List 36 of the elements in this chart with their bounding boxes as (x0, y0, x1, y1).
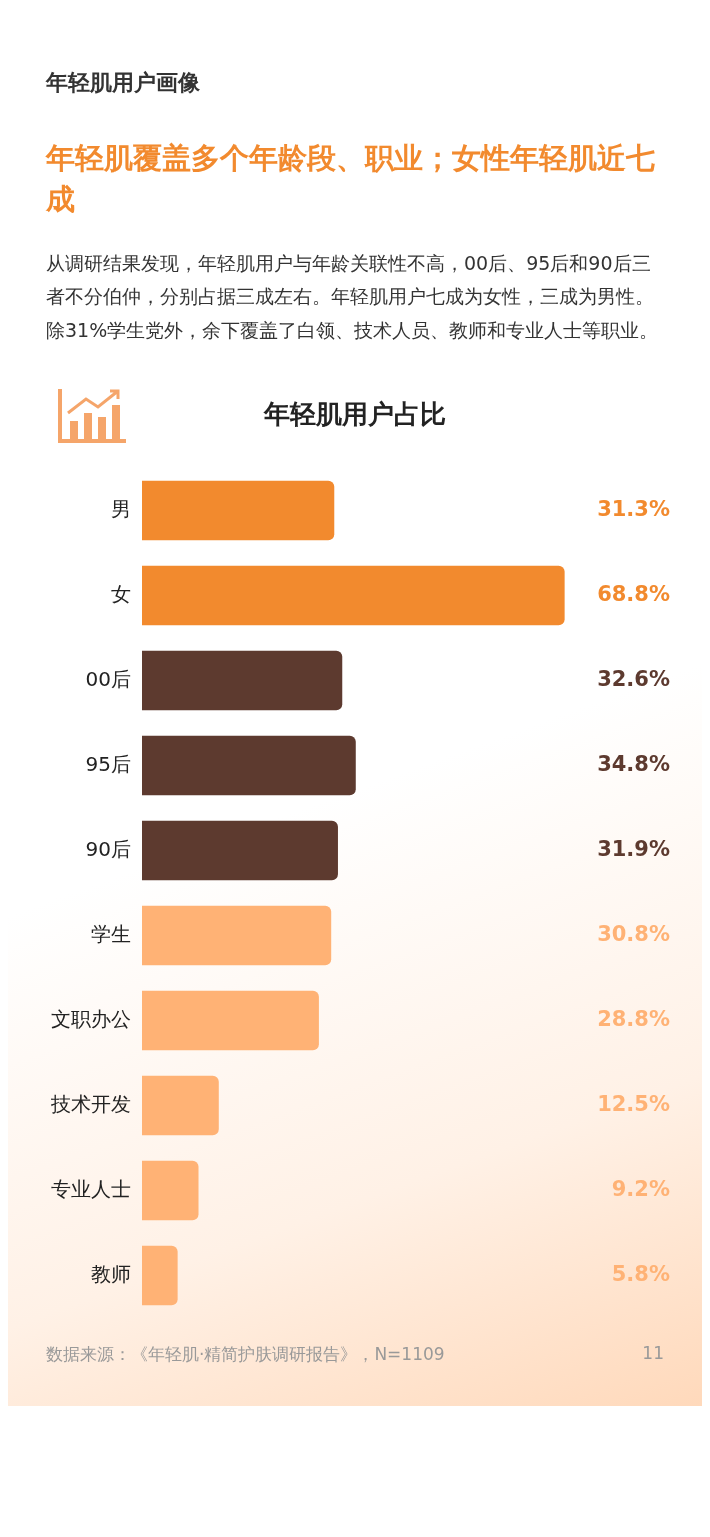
data-label: 31.9% (597, 836, 670, 861)
source-note: 数据来源：《年轻肌·精简护肤调研报告》，N=1109 (46, 1342, 445, 1366)
y-tick-label: 00后 (85, 666, 131, 691)
bar (142, 905, 332, 966)
data-label: 9.2% (611, 1176, 670, 1201)
bar (142, 735, 356, 796)
text: 11 (642, 1342, 664, 1365)
text: 年轻肌用户画像 (46, 69, 201, 97)
y-tick-label: 90后 (85, 836, 131, 861)
bar (142, 1245, 178, 1306)
y-tick-label: 技术开发 (50, 1091, 131, 1116)
bar (142, 1075, 219, 1136)
bar (142, 820, 338, 881)
y-tick-label: 女 (111, 581, 131, 606)
bar (142, 1160, 199, 1221)
data-label: 5.8% (611, 1261, 670, 1286)
data-label: 32.6% (597, 666, 670, 691)
y-tick-label: 文职办公 (51, 1006, 131, 1031)
y-tick-label: 95后 (85, 751, 131, 776)
data-label: 34.8% (597, 751, 670, 776)
data-label: 30.8% (597, 921, 670, 946)
data-label: 28.8% (597, 1006, 670, 1031)
bar (142, 480, 335, 541)
y-tick-label: 教师 (91, 1261, 131, 1286)
text: 从调研结果发现，年轻肌用户与年龄关联性不高，00后、95后和90后三者不分伯仲，分别占据三成左右。年轻肌用户七成为女性，三成为男性。除31%学生党外，余下覆盖了白领、技术人员、教师和专业人士等职业。 (46, 251, 660, 343)
y-tick-label: 男 (111, 496, 131, 521)
chart-title: 年轻肌用户占比 (262, 398, 447, 432)
y-tick-label: 学生 (91, 921, 131, 946)
data-label: 68.8% (597, 581, 670, 606)
data-label: 31.3% (597, 496, 670, 521)
data-label: 12.5% (597, 1091, 670, 1116)
text: 年轻肌覆盖多个年龄段、职业；女性年轻肌近七成 (46, 140, 656, 218)
y-tick-label: 专业人士 (51, 1176, 131, 1201)
bar (142, 565, 565, 626)
bar (142, 650, 343, 711)
bar (142, 990, 319, 1051)
